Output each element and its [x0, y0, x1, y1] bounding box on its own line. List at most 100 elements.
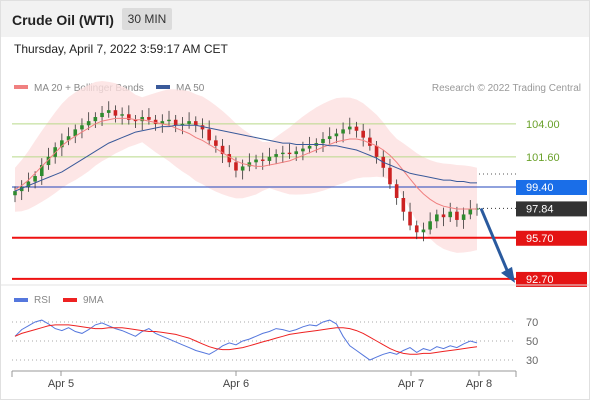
- candle-body: [247, 162, 252, 167]
- candle-body: [260, 159, 265, 161]
- candle-body: [160, 121, 165, 124]
- rsi-tick-30: 30: [526, 355, 538, 367]
- x-tick-label: Apr 5: [48, 378, 74, 390]
- level-tag-current: [516, 201, 587, 217]
- candle-body: [106, 110, 111, 113]
- instrument-title: Crude Oil (WTI): [12, 12, 114, 28]
- candle-body: [80, 125, 84, 130]
- candle-body: [214, 140, 218, 146]
- level-label-104.00: 104.00: [526, 119, 560, 131]
- ma50-legend-label: MA 50: [176, 83, 205, 94]
- candle-body: [301, 148, 305, 152]
- candle-body: [468, 208, 473, 215]
- candle-body: [39, 165, 44, 177]
- x-tick-label: Apr 7: [398, 378, 424, 390]
- level-label-101.60: 101.60: [526, 152, 560, 164]
- candle-body: [441, 214, 446, 218]
- rsi-ma-legend-label: 9MA: [83, 295, 104, 306]
- candle-body: [187, 121, 191, 124]
- candle-body: [428, 221, 432, 230]
- candle-body: [334, 133, 339, 137]
- candle-body: [13, 191, 17, 196]
- candle-body: [120, 114, 124, 116]
- forecast-arrow: [479, 207, 511, 276]
- timestamp: Thursday, April 7, 2022 3:59:17 AM CET: [14, 42, 228, 56]
- rsi-tick-50: 50: [526, 336, 538, 348]
- candle-body: [46, 156, 51, 166]
- candle-body: [26, 181, 31, 187]
- candle-body: [388, 167, 392, 185]
- candle-body: [414, 225, 419, 233]
- candle-body: [421, 229, 426, 233]
- candle-body: [153, 119, 158, 124]
- level-tag-92.70: [516, 271, 587, 287]
- candle-body: [234, 162, 238, 171]
- level-label-current: 97.84: [526, 203, 554, 215]
- timeframe-badge[interactable]: 30 MIN: [122, 8, 172, 30]
- candle-body: [448, 211, 453, 218]
- bollinger-band: [15, 81, 477, 253]
- candle-body: [374, 145, 379, 157]
- candle-body: [341, 129, 345, 134]
- candle-body: [321, 138, 325, 144]
- level-label-95.70: 95.70: [526, 233, 554, 245]
- candle-body: [254, 159, 258, 163]
- candle-body: [140, 117, 145, 122]
- candle-body: [401, 197, 406, 212]
- forecast-arrowhead: [501, 266, 515, 283]
- candle-body: [368, 137, 372, 146]
- candle-body: [86, 121, 91, 126]
- candle-body: [60, 140, 64, 148]
- candle-body: [287, 152, 292, 155]
- ma50-legend-swatch: [156, 85, 170, 89]
- copyright-label: Research © 2022 Trading Central: [432, 83, 581, 94]
- rsi-tick-70: 70: [526, 317, 538, 329]
- candle-body: [281, 152, 285, 155]
- candle-body: [267, 156, 272, 161]
- candle-body: [193, 121, 198, 126]
- level-tag-99.40: [516, 180, 587, 195]
- candle-body: [354, 126, 359, 131]
- candle-body: [133, 119, 138, 122]
- candle-body: [220, 145, 225, 155]
- candle-body: [147, 117, 151, 120]
- candle-body: [294, 151, 299, 155]
- level-tag-95.70: [516, 230, 587, 246]
- candle-body: [180, 123, 185, 126]
- candle-body: [207, 129, 211, 141]
- candle-body: [227, 154, 232, 163]
- candle-body: [307, 145, 312, 149]
- level-label-92.70: 92.70: [526, 274, 554, 286]
- candle-body: [347, 126, 352, 130]
- header-bar: Crude Oil (WTI) 30 MIN: [1, 1, 589, 37]
- candle-body: [66, 136, 71, 141]
- rsi-ma-line: [14, 324, 478, 355]
- candle-body: [100, 112, 104, 118]
- candle-body: [113, 110, 118, 116]
- rsi-legend-swatch: [14, 298, 28, 302]
- candle-body: [455, 211, 459, 220]
- candle-body: [361, 130, 365, 138]
- x-tick-label: Apr 8: [466, 378, 492, 390]
- candle-body: [394, 184, 399, 198]
- candle-body: [408, 211, 412, 226]
- main-plot-area: 104.00 101.60 99.40 97.84 95.70 92.70: [12, 81, 587, 287]
- candle-body: [33, 176, 37, 182]
- candle-body: [327, 136, 332, 139]
- candle-body: [240, 166, 245, 171]
- ma20-line: [14, 117, 477, 210]
- x-axis: Apr 5 Apr 6 Apr 7 Apr 8: [48, 371, 492, 390]
- rsi-legend-label: RSI: [34, 295, 51, 306]
- ma20-legend-swatch: [14, 85, 28, 89]
- candle-body: [73, 129, 78, 137]
- candle-body: [19, 187, 24, 192]
- candle-body: [127, 114, 131, 120]
- candle-body: [274, 154, 278, 157]
- candle-body: [435, 214, 439, 222]
- rsi-ma-legend-swatch: [63, 298, 77, 302]
- candle-body: [173, 119, 178, 126]
- x-tick-label: Apr 6: [223, 378, 249, 390]
- rsi-plot-area: 70 50 30: [12, 317, 538, 367]
